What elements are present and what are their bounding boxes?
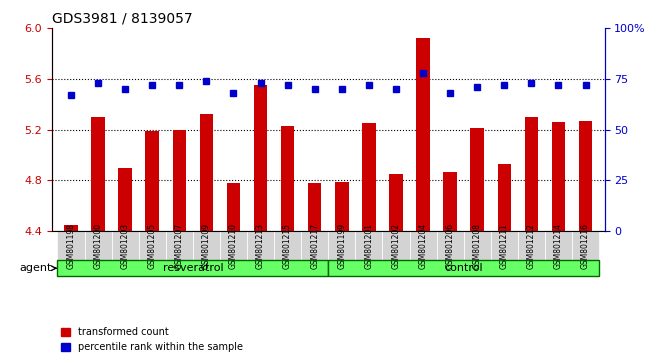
Legend: transformed count, percentile rank within the sample: transformed count, percentile rank withi… xyxy=(57,324,247,354)
Bar xyxy=(497,164,511,231)
Text: GSM801206: GSM801206 xyxy=(446,223,454,269)
Text: GSM801199: GSM801199 xyxy=(337,223,346,269)
FancyBboxPatch shape xyxy=(356,231,382,260)
Text: resveratrol: resveratrol xyxy=(162,263,223,273)
Bar xyxy=(227,183,240,231)
Text: GSM801213: GSM801213 xyxy=(256,223,265,269)
FancyBboxPatch shape xyxy=(545,231,572,260)
FancyBboxPatch shape xyxy=(328,260,599,276)
Text: GSM801209: GSM801209 xyxy=(202,223,211,269)
FancyBboxPatch shape xyxy=(274,231,301,260)
Bar xyxy=(308,183,322,231)
FancyBboxPatch shape xyxy=(193,231,220,260)
FancyBboxPatch shape xyxy=(57,260,328,276)
Bar xyxy=(172,130,186,231)
Bar xyxy=(362,123,376,231)
FancyBboxPatch shape xyxy=(328,231,356,260)
Bar xyxy=(200,114,213,231)
FancyBboxPatch shape xyxy=(437,231,463,260)
FancyBboxPatch shape xyxy=(463,231,491,260)
FancyBboxPatch shape xyxy=(247,231,274,260)
Text: GSM801200: GSM801200 xyxy=(94,223,103,269)
Text: GSM801208: GSM801208 xyxy=(473,223,482,269)
Text: GSM801217: GSM801217 xyxy=(310,223,319,269)
FancyBboxPatch shape xyxy=(112,231,138,260)
Bar xyxy=(91,117,105,231)
FancyBboxPatch shape xyxy=(410,231,437,260)
Bar xyxy=(389,174,403,231)
FancyBboxPatch shape xyxy=(84,231,112,260)
Text: GSM801198: GSM801198 xyxy=(66,223,75,269)
Text: GSM801210: GSM801210 xyxy=(229,223,238,269)
Bar xyxy=(281,126,294,231)
Bar xyxy=(146,131,159,231)
Bar xyxy=(118,168,132,231)
Bar xyxy=(335,182,348,231)
Text: control: control xyxy=(445,263,483,273)
Text: GSM801202: GSM801202 xyxy=(391,223,400,269)
Text: GDS3981 / 8139057: GDS3981 / 8139057 xyxy=(52,12,192,26)
Bar xyxy=(552,122,566,231)
FancyBboxPatch shape xyxy=(572,231,599,260)
FancyBboxPatch shape xyxy=(166,231,193,260)
Text: GSM801205: GSM801205 xyxy=(148,223,157,269)
Text: GSM801201: GSM801201 xyxy=(365,223,373,269)
Text: GSM801211: GSM801211 xyxy=(500,223,509,269)
Bar xyxy=(64,225,78,231)
FancyBboxPatch shape xyxy=(491,231,518,260)
Text: GSM801207: GSM801207 xyxy=(175,223,184,269)
FancyBboxPatch shape xyxy=(220,231,247,260)
Text: GSM801203: GSM801203 xyxy=(121,223,129,269)
Bar xyxy=(471,129,484,231)
Text: GSM801214: GSM801214 xyxy=(554,223,563,269)
Bar xyxy=(443,171,457,231)
Text: GSM801212: GSM801212 xyxy=(527,223,536,269)
FancyBboxPatch shape xyxy=(382,231,410,260)
FancyBboxPatch shape xyxy=(518,231,545,260)
Text: GSM801204: GSM801204 xyxy=(419,223,428,269)
Bar xyxy=(254,85,267,231)
Bar xyxy=(578,121,592,231)
FancyBboxPatch shape xyxy=(138,231,166,260)
FancyBboxPatch shape xyxy=(301,231,328,260)
Text: GSM801215: GSM801215 xyxy=(283,223,292,269)
Text: GSM801216: GSM801216 xyxy=(581,223,590,269)
Bar xyxy=(525,117,538,231)
Text: agent: agent xyxy=(20,263,56,273)
Bar xyxy=(416,39,430,231)
FancyBboxPatch shape xyxy=(57,231,84,260)
